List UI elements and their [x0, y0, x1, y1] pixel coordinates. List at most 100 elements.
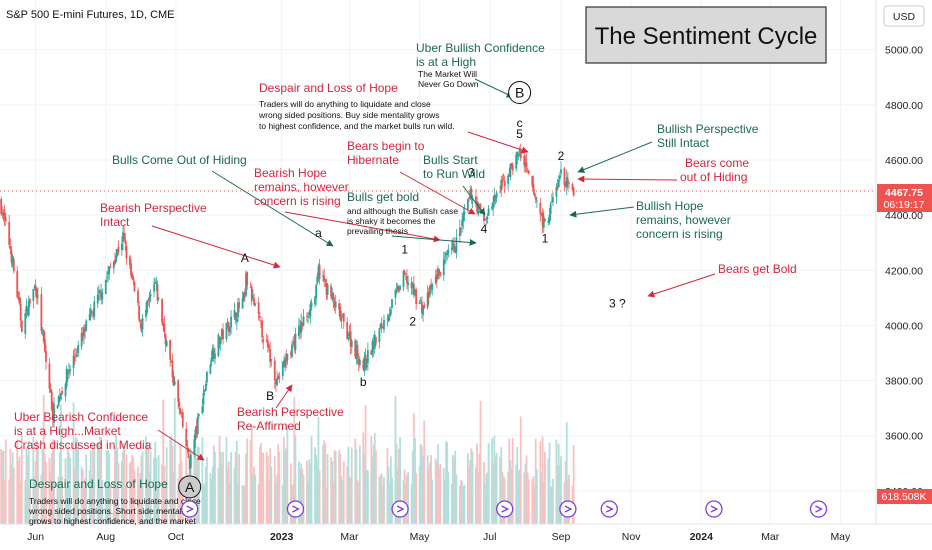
note-bearish-reaffirmed: Bearish Perspective Re-Affirmed [237, 405, 344, 433]
volume-bar [116, 447, 119, 524]
event-markers[interactable] [181, 500, 828, 518]
note-bulls-start: Bulls Start to Run Wild [423, 153, 485, 181]
candle-body [257, 302, 260, 314]
candle-body [169, 339, 172, 360]
candle-body [381, 327, 384, 329]
candle-body [73, 355, 76, 357]
event-marker [181, 500, 199, 518]
volume-bar [375, 450, 377, 524]
volume-bar [281, 484, 284, 524]
volume-bar [422, 456, 424, 524]
volume-bar [27, 440, 30, 524]
volume-bar [387, 466, 390, 524]
volume-bar [326, 453, 329, 524]
candle-body [565, 177, 568, 188]
price-tick-label: 4200.00 [885, 265, 923, 277]
volume-bar [229, 482, 231, 524]
candle-body [547, 220, 550, 223]
candle-body [402, 271, 405, 288]
candle-body [129, 256, 131, 265]
note-uber-bullish: Uber Bullish Confidence is at a High The… [416, 41, 545, 89]
volume-bar [338, 450, 341, 524]
volume-bar [162, 399, 165, 524]
volume-bar [470, 448, 473, 524]
volume-bar [399, 437, 401, 524]
volume-bar [515, 464, 518, 524]
candle-body [493, 195, 496, 203]
currency-button[interactable] [883, 5, 925, 27]
candle-body [567, 178, 569, 183]
candle-body [495, 192, 498, 198]
note-bulls-out: Bulls Come Out of Hiding [112, 153, 247, 167]
candle-body [275, 380, 277, 384]
volume-bar [395, 443, 398, 524]
volume-bar [466, 453, 469, 524]
volume-bar [171, 445, 174, 524]
volume-bar [450, 483, 453, 524]
volume-bar [423, 420, 426, 524]
candle-body [0, 199, 3, 215]
volume-bar [330, 457, 332, 524]
note-bullish-perspective: Bullish Perspective Still Intact [657, 122, 759, 150]
candle-body [197, 413, 200, 417]
volume-bar [527, 479, 530, 524]
volume-bar [211, 466, 214, 524]
volume-bar [300, 463, 303, 524]
candle-body [218, 337, 221, 345]
title-box [585, 6, 827, 64]
candle-body [137, 290, 139, 304]
volume-bar [533, 486, 536, 524]
candle-body [491, 206, 493, 210]
volume-bar [357, 482, 360, 524]
candle-body [317, 266, 320, 276]
svg-text:Despair and Loss of Hope: Despair and Loss of Hope [29, 477, 168, 491]
volume-bar [463, 484, 466, 524]
volume-bar [266, 456, 269, 524]
candle-body [375, 337, 377, 344]
price-tick-label: 5000.00 [885, 45, 923, 57]
volume-bar [45, 462, 47, 524]
volume-bar [523, 472, 526, 524]
volume-bar [511, 437, 514, 524]
candle-body [285, 357, 288, 363]
volume-bar [558, 465, 561, 524]
svg-text:to Run Wild: to Run Wild [423, 167, 485, 181]
volume-bar [499, 456, 501, 524]
volume-bar [241, 485, 244, 524]
volume-bar [294, 435, 297, 524]
volume-bar [40, 475, 43, 524]
candle-body [517, 154, 520, 155]
svg-text:prevailing thesis: prevailing thesis [347, 226, 408, 236]
candle-body [421, 301, 423, 314]
volume-bar [222, 451, 224, 524]
time-axis[interactable]: Jun Aug Oct 2023 Mar May Jul Sep Nov 2024 Mar May [27, 531, 851, 543]
volume-bar [156, 485, 159, 524]
volume-bar [34, 461, 37, 524]
volume-bar [568, 474, 570, 524]
price-axis[interactable]: 5000.00 4800.00 4600.00 4400.00 4200.00 4000.… [885, 45, 923, 498]
volume-bar [362, 432, 365, 524]
candle-body [443, 256, 446, 258]
candle-body [211, 348, 214, 359]
candle-body [266, 340, 269, 347]
wave-label: B [515, 85, 524, 101]
candle-body [91, 311, 93, 313]
candle-body [526, 169, 529, 171]
candle-body [81, 334, 84, 336]
candle-body [132, 277, 135, 281]
wave-label: 5 [516, 127, 523, 141]
volume-bar [172, 472, 175, 524]
candle-body [334, 301, 337, 308]
note-bears-hibernate: Bears begin to Hibernate [347, 139, 425, 167]
candle-body [556, 185, 559, 190]
candle-body [535, 200, 538, 202]
candle-body [189, 454, 192, 468]
svg-text:grows to highest confidence, a: grows to highest confidence, and the mar… [29, 516, 196, 526]
candle-body [418, 302, 421, 304]
candle-body [249, 286, 252, 288]
candle-body [187, 448, 190, 458]
volume-bar [124, 485, 127, 524]
volume-bar [495, 452, 498, 524]
volume-bar [500, 447, 503, 524]
